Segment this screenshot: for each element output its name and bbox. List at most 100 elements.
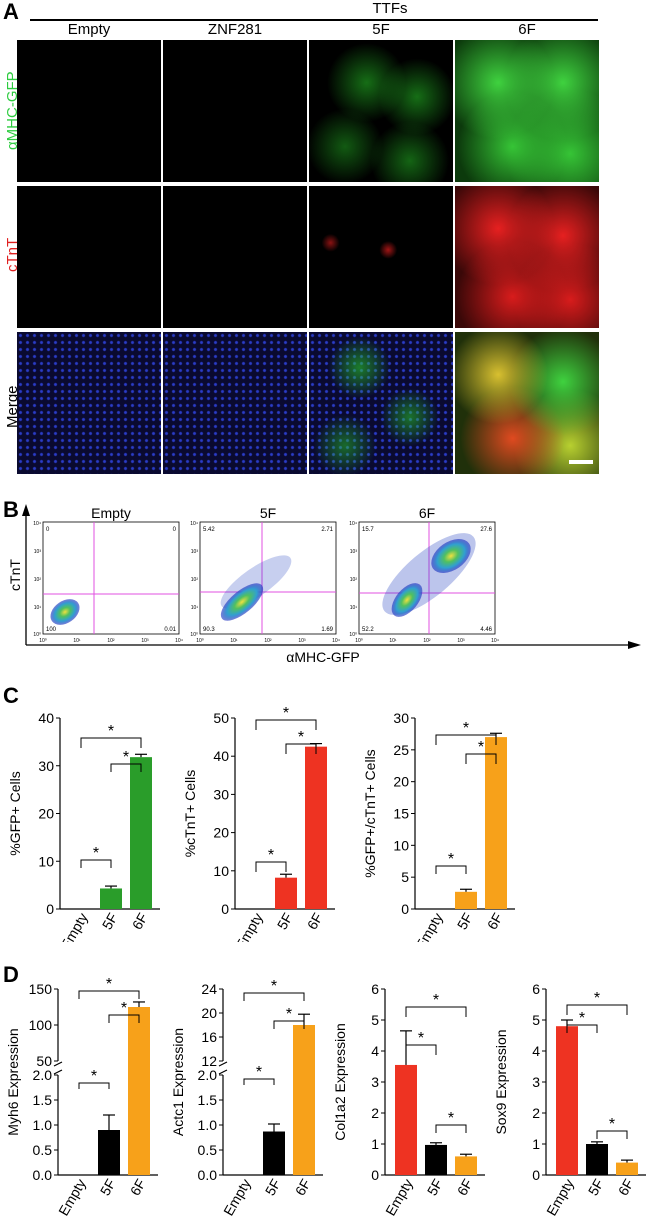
- x-tick-1: 10¹: [389, 638, 397, 644]
- bar-chart-myh6: 0.0 0.5 1.0 1.5 2.050 100 150 Myh6 Expression Em…: [5, 976, 158, 1217]
- col-header-empty: Empty: [67, 21, 111, 38]
- x-tick-0: 10⁰: [355, 638, 363, 644]
- significance-bracket: [596, 1130, 628, 1139]
- bar-chart-actc1: 0.0 0.5 1.0 1.5 2.012 16 20 24 Actc1 Expression E…: [170, 978, 323, 1217]
- y-tick-4: 10⁴: [349, 521, 357, 527]
- significance-bracket: [108, 1014, 140, 1023]
- bar: [305, 746, 327, 909]
- y-tick-label: 2: [532, 1105, 540, 1121]
- significance-star: *: [121, 1000, 127, 1017]
- x-tick-label: 6F: [127, 1176, 149, 1198]
- y-tick-0: 10⁰: [349, 632, 357, 638]
- flow-plot-6f: 6F 15.7 27.6 52.2 4.46 10⁴ 10³ 10² 10¹ 1…: [349, 505, 499, 644]
- x-tick-4: 10⁴: [175, 638, 183, 644]
- micrograph-gfp-znf281: [163, 40, 307, 182]
- y-tick-label: 10: [38, 853, 54, 869]
- significance-bracket: [435, 1124, 467, 1133]
- y-tick-label: 15: [393, 806, 409, 822]
- flow-plot-5f: 5F 5.42 2.71 90.3 1.69 10⁴ 10³ 10² 10¹ 1…: [190, 505, 340, 644]
- y-tick-label: 100: [29, 1017, 53, 1033]
- x-tick-label: Empty: [57, 910, 91, 942]
- quadrant-ur: 2.71: [321, 527, 333, 533]
- bar: [263, 1131, 285, 1175]
- y-tick-label: 10: [393, 837, 409, 853]
- y-axis-label: Myh6 Expression: [5, 1028, 21, 1135]
- significance-bracket: [435, 865, 467, 874]
- y-tick-label: 10: [213, 863, 229, 879]
- flow-x-axis-label: αMHC-GFP: [286, 649, 359, 665]
- x-tick-2: 10²: [264, 638, 272, 644]
- significance-bracket: [80, 859, 112, 868]
- significance-star: *: [268, 847, 274, 864]
- significance-star: *: [283, 705, 289, 722]
- y-tick-label: 0: [371, 1167, 379, 1183]
- y-tick-label: 6: [532, 981, 540, 997]
- micrograph-merge-empty: [17, 332, 161, 474]
- significance-bracket: [405, 1006, 467, 1017]
- significance-star: *: [594, 990, 600, 1007]
- y-tick-1: 10¹: [350, 605, 358, 611]
- quadrant-ul: 0: [46, 527, 50, 533]
- y-tick-label: 1.5: [33, 1092, 53, 1108]
- x-tick-label: Empty: [232, 910, 266, 942]
- y-tick-label: 0.5: [33, 1142, 53, 1158]
- significance-star: *: [93, 845, 99, 862]
- quadrant-lr: 1.69: [321, 627, 333, 633]
- bar: [455, 1156, 477, 1175]
- col-header-6f: 6F: [518, 21, 536, 38]
- flow-plot-title: 5F: [260, 505, 276, 521]
- y-tick-label: 2.0: [198, 1067, 218, 1083]
- bar: [395, 1064, 417, 1175]
- significance-bracket: [255, 861, 287, 872]
- panel-a-label: A: [3, 0, 19, 24]
- y-tick-0: 10⁰: [33, 632, 41, 638]
- micrograph-merge-6f: [455, 332, 599, 474]
- y-tick-label: 20: [201, 1005, 217, 1021]
- significance-bracket: [78, 990, 140, 999]
- panel-b-label: B: [3, 497, 19, 522]
- y-tick-3: 10³: [34, 549, 42, 555]
- bar: [586, 1144, 608, 1175]
- y-tick-label: 30: [38, 758, 54, 774]
- x-tick-label: 5F: [585, 1176, 607, 1198]
- y-axis-label: Sox9 Expression: [493, 1029, 509, 1134]
- y-tick-label: 1.0: [198, 1117, 218, 1133]
- significance-bracket: [80, 737, 142, 748]
- x-tick-label: Empty: [55, 1176, 89, 1217]
- micrograph-ctnt-empty: [17, 186, 161, 328]
- micrograph-merge-5f: [309, 332, 453, 474]
- y-tick-0: 10⁰: [190, 632, 198, 638]
- significance-bracket: [255, 719, 317, 730]
- x-tick-3: 10³: [457, 638, 465, 644]
- quadrant-ll: 100: [46, 627, 57, 633]
- y-tick-label: 30: [393, 710, 409, 726]
- scale-bar: [569, 460, 593, 464]
- bar: [100, 888, 122, 909]
- significance-bracket: [465, 753, 497, 764]
- y-tick-label: 25: [393, 742, 409, 758]
- x-tick-label: 5F: [99, 910, 121, 932]
- significance-star: *: [609, 1116, 615, 1133]
- y-tick-label: 20: [38, 806, 54, 822]
- significance-bracket: [285, 743, 317, 754]
- y-tick-3: 10³: [350, 549, 358, 555]
- x-tick-label: Empty: [543, 1176, 577, 1217]
- quadrant-ul: 5.42: [203, 527, 215, 533]
- y-tick-label: 5: [371, 1012, 379, 1028]
- y-tick-1: 10¹: [34, 605, 42, 611]
- axis-break-mark: [53, 1061, 63, 1067]
- y-axis-label: %GFP+ Cells: [7, 771, 23, 855]
- significance-bracket: [243, 992, 305, 1001]
- x-tick-4: 10⁴: [332, 638, 340, 644]
- flow-plot-title: 6F: [419, 505, 435, 521]
- y-tick-label: 0: [221, 901, 229, 917]
- y-tick-label: 0: [401, 901, 409, 917]
- bar: [130, 757, 152, 909]
- bar: [293, 1025, 315, 1175]
- flow-y-axis-label: cTnT: [7, 559, 23, 591]
- significance-bracket: [273, 1020, 305, 1029]
- y-tick-label: 3: [371, 1074, 379, 1090]
- bar: [425, 1144, 447, 1175]
- significance-bracket: [405, 1044, 437, 1055]
- significance-star: *: [579, 1010, 585, 1027]
